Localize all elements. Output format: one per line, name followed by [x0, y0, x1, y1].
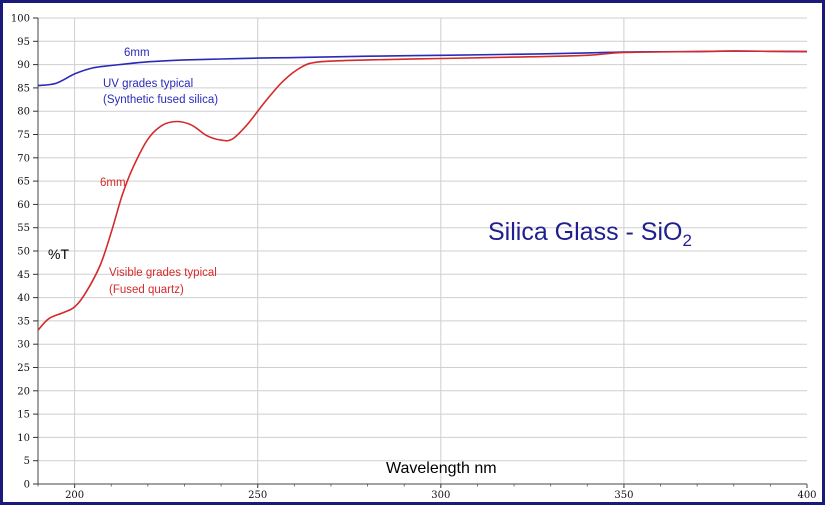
- x-axis-label: Wavelength nm: [386, 460, 497, 477]
- y-tick-label: 10: [17, 433, 30, 444]
- y-tick-label: 35: [17, 316, 30, 327]
- uv-grades-annotation: UV grades typical: [103, 78, 193, 90]
- x-tick-label: 400: [797, 490, 816, 501]
- y-axis-label: %T: [48, 246, 69, 262]
- y-tick-label: 45: [17, 270, 30, 281]
- chart-title: Silica Glass - SiO2: [488, 218, 692, 250]
- uv-material-annotation: (Synthetic fused silica): [103, 94, 218, 106]
- y-tick-label: 40: [17, 293, 30, 304]
- x-axis-ticks: 200 250 300 350 400: [37, 484, 817, 501]
- x-tick-label: 200: [65, 490, 84, 501]
- visible-material-annotation: (Fused quartz): [109, 284, 184, 296]
- chart-title-main: Silica Glass - SiO: [488, 218, 682, 246]
- visible-grade-series-line: [37, 50, 808, 331]
- x-tick-label: 300: [431, 490, 450, 501]
- visible-thickness-annotation: 6mm: [100, 177, 126, 189]
- y-tick-label: 20: [17, 386, 30, 397]
- y-tick-label: 85: [17, 83, 30, 94]
- y-tick-label: 100: [11, 14, 30, 25]
- y-tick-label: 25: [17, 363, 30, 374]
- series-group: [37, 50, 808, 331]
- x-tick-label: 250: [248, 490, 267, 501]
- y-tick-label: 0: [24, 480, 30, 491]
- y-axis-ticks: 0 5 10 15 20 25 30 35 40 45 50 55 60 65 70 75 80 85 90 95 10…: [11, 14, 38, 491]
- y-tick-label: 30: [17, 340, 30, 351]
- y-tick-label: 90: [17, 60, 30, 71]
- x-tick-label: 350: [614, 490, 633, 501]
- y-tick-label: 95: [17, 37, 30, 48]
- chart-title-subscript: 2: [682, 231, 691, 250]
- y-tick-label: 15: [17, 410, 30, 421]
- y-tick-label: 80: [17, 107, 30, 118]
- y-tick-label: 55: [17, 223, 30, 234]
- y-tick-label: 50: [17, 247, 30, 258]
- y-tick-label: 70: [17, 153, 30, 164]
- y-tick-label: 65: [17, 177, 30, 188]
- y-tick-label: 5: [24, 456, 30, 467]
- visible-grades-annotation: Visible grades typical: [109, 267, 217, 279]
- uv-thickness-annotation: 6mm: [124, 47, 150, 59]
- y-tick-label: 60: [17, 200, 30, 211]
- y-tick-label: 75: [17, 130, 30, 141]
